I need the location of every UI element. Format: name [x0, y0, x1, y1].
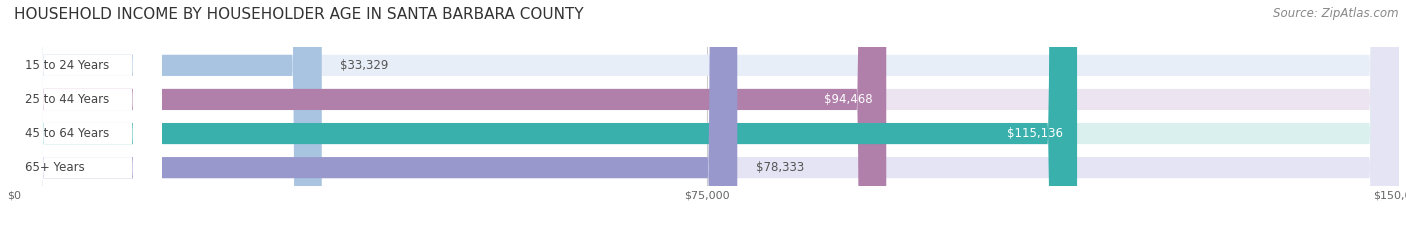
FancyBboxPatch shape [14, 0, 162, 233]
Text: 15 to 24 Years: 15 to 24 Years [25, 59, 110, 72]
Text: 45 to 64 Years: 45 to 64 Years [25, 127, 110, 140]
Text: HOUSEHOLD INCOME BY HOUSEHOLDER AGE IN SANTA BARBARA COUNTY: HOUSEHOLD INCOME BY HOUSEHOLDER AGE IN S… [14, 7, 583, 22]
FancyBboxPatch shape [14, 0, 162, 233]
FancyBboxPatch shape [14, 0, 1399, 233]
Text: 25 to 44 Years: 25 to 44 Years [25, 93, 110, 106]
Text: $33,329: $33,329 [340, 59, 388, 72]
Text: $115,136: $115,136 [1007, 127, 1063, 140]
FancyBboxPatch shape [14, 0, 1399, 233]
FancyBboxPatch shape [14, 0, 162, 233]
FancyBboxPatch shape [14, 0, 886, 233]
Text: $94,468: $94,468 [824, 93, 872, 106]
FancyBboxPatch shape [14, 0, 162, 233]
Text: $78,333: $78,333 [756, 161, 804, 174]
Text: 65+ Years: 65+ Years [25, 161, 84, 174]
FancyBboxPatch shape [14, 0, 1077, 233]
FancyBboxPatch shape [14, 0, 322, 233]
FancyBboxPatch shape [14, 0, 1399, 233]
FancyBboxPatch shape [14, 0, 737, 233]
Text: Source: ZipAtlas.com: Source: ZipAtlas.com [1274, 7, 1399, 20]
FancyBboxPatch shape [14, 0, 1399, 233]
